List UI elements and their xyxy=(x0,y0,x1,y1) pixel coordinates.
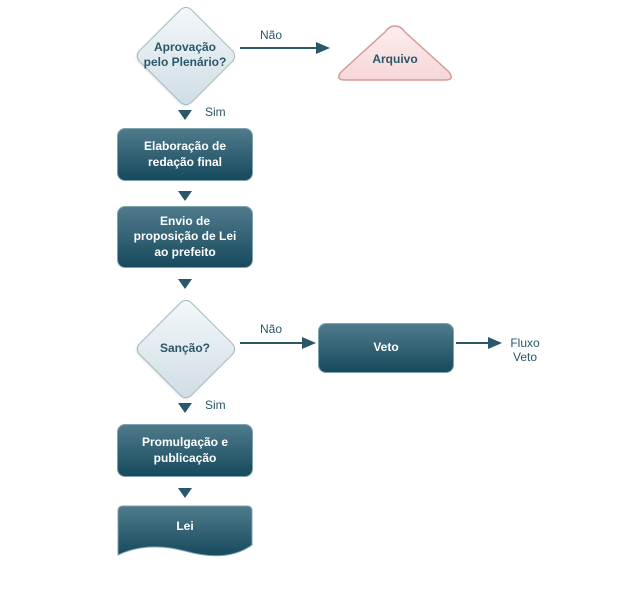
edge-d1-no-label: Não xyxy=(260,28,282,42)
connector-triangle-3 xyxy=(178,279,192,289)
edge-veto-out-label: Fluxo Veto xyxy=(505,336,545,365)
proc-veto: Veto xyxy=(318,323,454,373)
doc-lei-label-wrap: Lei xyxy=(117,505,253,549)
proc-promulgacao-line2: publicação xyxy=(142,451,228,467)
decision-aprovacao-line1: Aprovação xyxy=(154,40,216,54)
proc-envio: Envio de proposição de Lei ao prefeito xyxy=(117,206,253,268)
archive-label: Arquivo xyxy=(335,52,455,67)
decision-aprovacao-label: Aprovação pelo Plenário? xyxy=(125,40,245,70)
decision-sancao-label: Sanção? xyxy=(125,341,245,356)
proc-promulgacao-line1: Promulgação e xyxy=(142,435,228,451)
proc-promulgacao: Promulgação e publicação xyxy=(117,424,253,477)
proc-envio-line1: Envio de xyxy=(134,214,237,230)
proc-elaboracao-line1: Elaboração de xyxy=(144,139,226,155)
edge-d1-yes-label: Sim xyxy=(205,105,226,119)
proc-veto-label: Veto xyxy=(373,340,398,356)
proc-elaboracao-line2: redação final xyxy=(144,155,226,171)
proc-elaboracao: Elaboração de redação final xyxy=(117,128,253,181)
decision-aprovacao-line2: pelo Plenário? xyxy=(144,55,227,69)
flowchart-canvas: Aprovação pelo Plenário? Arquivo Elabora… xyxy=(0,0,640,600)
connector-triangle-1 xyxy=(178,110,192,120)
proc-envio-line3: ao prefeito xyxy=(134,245,237,261)
proc-envio-line2: proposição de Lei xyxy=(134,229,237,245)
arrows-layer xyxy=(0,0,640,600)
connector-triangle-5 xyxy=(178,488,192,498)
connector-triangle-4 xyxy=(178,403,192,413)
connector-triangle-2 xyxy=(178,191,192,201)
edge-d2-yes-label: Sim xyxy=(205,398,226,412)
doc-lei-label: Lei xyxy=(176,519,193,535)
edge-d2-no-label: Não xyxy=(260,322,282,336)
